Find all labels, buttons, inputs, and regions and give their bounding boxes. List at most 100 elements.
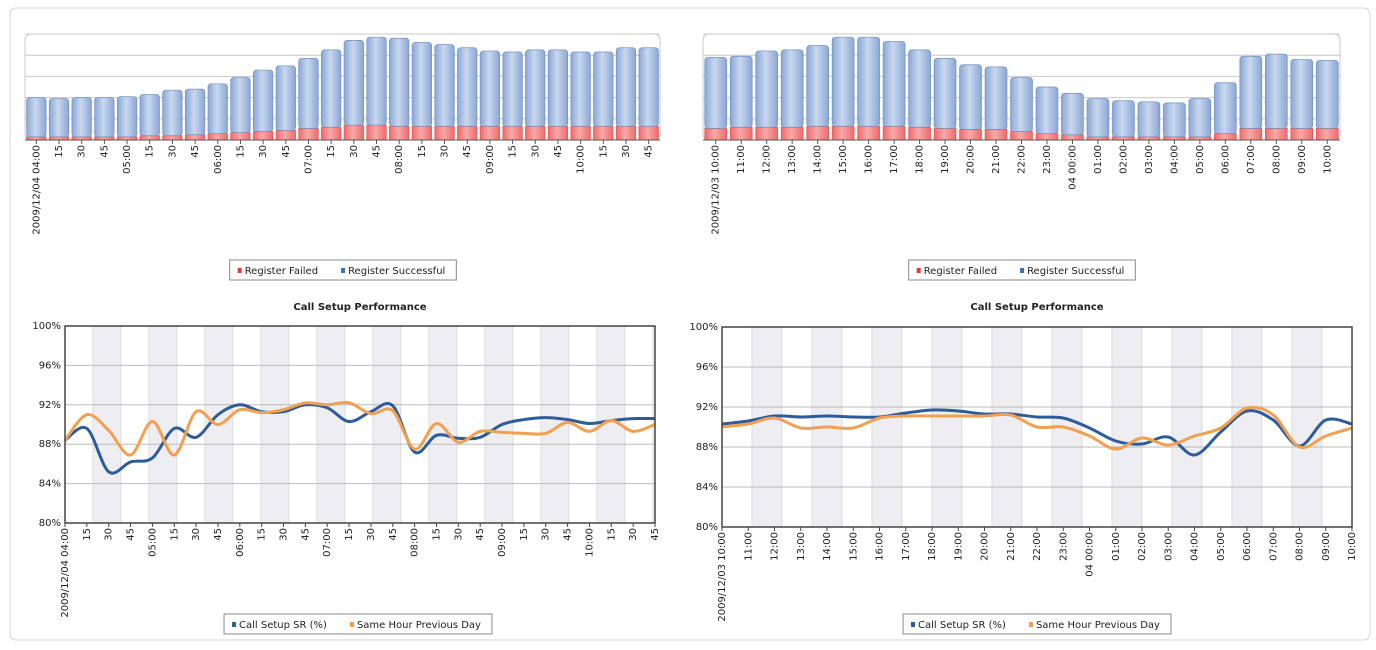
x-tick-label: 45	[563, 528, 574, 541]
x-tick-label: 45	[475, 528, 486, 541]
x-tick-label: 45	[126, 528, 137, 541]
x-tick-label: 09:00	[485, 145, 496, 174]
x-tick-label: 2009/12/03 10:00	[717, 532, 728, 622]
bar-segment	[1315, 127, 1339, 141]
x-tick-label: 02:00	[1137, 532, 1148, 561]
x-tick-label: 22:00	[1032, 532, 1043, 561]
bar-segment	[831, 36, 855, 127]
bar-segment	[275, 65, 296, 131]
x-tick-label: 15:00	[848, 532, 859, 561]
x-tick-label: 45	[553, 145, 564, 158]
plot-stripe	[64, 325, 94, 524]
plot-stripe	[232, 325, 262, 524]
x-tick-label: 2009/12/04 04:00	[60, 528, 71, 618]
x-tick-label: 15	[606, 528, 617, 541]
x-tick-label: 08:00	[394, 145, 405, 174]
bar-segment	[366, 36, 387, 126]
bar-segment	[116, 96, 138, 138]
plot-stripe	[751, 326, 783, 528]
x-tick-label: 07:00	[303, 145, 314, 174]
bar-segment	[882, 125, 906, 141]
x-tick-label: 20:00	[966, 145, 977, 174]
x-tick-label: 23:00	[1042, 145, 1053, 174]
x-tick-label: 08:00	[410, 528, 421, 557]
legend-marker	[1028, 622, 1033, 627]
x-tick-label: 14:00	[813, 145, 824, 174]
y-tick-label: 80%	[696, 522, 718, 533]
plot-stripe	[871, 326, 903, 528]
plot-stripe	[400, 325, 430, 524]
x-tick-label: 45	[300, 528, 311, 541]
bar-segment	[207, 133, 228, 141]
x-tick-label: 2009/12/03 10:00	[711, 145, 722, 235]
y-tick-label: 84%	[39, 479, 61, 490]
legend: Register Failed Register Successful	[229, 259, 457, 281]
legend-marker	[1020, 268, 1025, 273]
y-tick-label: 84%	[696, 482, 718, 493]
bar-segment	[479, 50, 501, 127]
x-tick-label: 17:00	[901, 532, 912, 561]
legend-box	[223, 613, 493, 635]
x-tick-label: 30	[628, 528, 639, 541]
x-tick-label: 30	[191, 528, 202, 541]
bar-segment	[780, 126, 804, 141]
x-tick-label: 15	[257, 528, 268, 541]
legend-label: Call Setup SR (%)	[918, 620, 1006, 631]
x-tick-label: 45	[190, 145, 201, 158]
legend-label: Same Hour Previous Day	[357, 620, 481, 631]
x-tick-label: 30	[77, 145, 88, 158]
x-tick-label: 15	[598, 145, 609, 158]
bar-segment	[547, 49, 569, 127]
bar-segment	[139, 135, 160, 141]
x-tick-label: 16:00	[875, 532, 886, 561]
x-tick-label: 23:00	[1058, 532, 1069, 561]
bar-segment	[704, 127, 728, 141]
bar-segment	[1035, 86, 1059, 134]
bar-segment	[139, 94, 160, 137]
x-tick-label: 15	[326, 145, 337, 158]
bar-segment	[1264, 127, 1288, 141]
x-tick-label: 15	[235, 145, 246, 158]
bar-segment	[1112, 100, 1135, 138]
plot-stripe	[624, 325, 654, 524]
bar-segment	[184, 134, 206, 141]
bar-segment	[321, 126, 342, 141]
legend-marker	[237, 268, 242, 273]
plot-stripe	[1111, 326, 1143, 528]
x-tick-label: 15	[344, 528, 355, 541]
bar-segment	[729, 126, 753, 141]
bar-segment	[321, 49, 342, 128]
x-tick-label: 45	[99, 145, 110, 158]
x-tick-label: 45	[650, 528, 661, 541]
x-tick-label: 04:00	[1169, 145, 1180, 174]
legend-label: Same Hour Previous Day	[1036, 620, 1160, 631]
bar-segment	[857, 36, 880, 127]
y-tick-label: 100%	[32, 321, 61, 332]
bar-segment	[729, 55, 753, 128]
plot-stripe	[961, 326, 993, 528]
chart-title: Call Setup Performance	[970, 302, 1103, 313]
plot-stripe	[372, 325, 402, 524]
legend-box	[902, 613, 1172, 635]
plot-stripe	[1141, 326, 1173, 528]
x-tick-label: 15	[519, 528, 530, 541]
x-tick-label: 21:00	[991, 145, 1002, 174]
bar-segment	[298, 58, 319, 129]
legend-label: Register Successful	[1027, 266, 1124, 277]
legend-marker	[349, 622, 354, 627]
bar-segment	[1163, 102, 1186, 138]
bar-segment	[755, 126, 779, 141]
y-tick-label: 80%	[39, 518, 61, 529]
bar-segment	[298, 127, 319, 141]
bar-segment	[525, 49, 546, 127]
line-series	[721, 408, 1353, 457]
x-tick-label: 11:00	[736, 145, 747, 174]
legend-marker	[232, 622, 237, 627]
bar-segment	[479, 125, 501, 141]
bar-segment	[755, 50, 779, 128]
bar-segment	[1264, 53, 1288, 129]
bar-segment	[959, 129, 982, 141]
bar-segment	[933, 127, 957, 141]
legend-marker	[341, 268, 346, 273]
plot-stripe	[148, 325, 178, 524]
